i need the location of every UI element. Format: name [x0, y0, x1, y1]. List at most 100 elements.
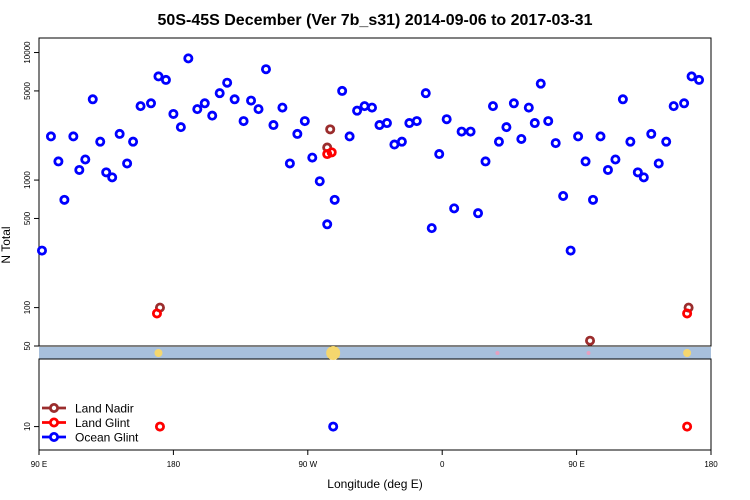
data-point-ocean-glint [558, 191, 569, 202]
data-point-ocean-glint [434, 149, 445, 160]
data-point-ocean-glint [107, 172, 118, 183]
y-tick-label: 500 [23, 211, 32, 225]
data-point-ocean-glint [299, 116, 310, 127]
data-point-ocean-glint [95, 136, 106, 147]
data-point-ocean-glint [284, 158, 295, 169]
data-point-ocean-glint [679, 98, 690, 109]
data-point-ocean-glint [632, 167, 643, 178]
data-point-ocean-glint [160, 74, 171, 85]
x-tick-label: 90 W [298, 460, 317, 469]
data-point-ocean-glint [595, 131, 606, 142]
data-point-ocean-glint [253, 104, 264, 115]
x-tick-label: 0 [440, 460, 445, 469]
data-point-ocean-glint [328, 421, 339, 432]
data-point-ocean-glint [565, 245, 576, 256]
data-point-land-nadir [585, 335, 596, 346]
data-point-ocean-glint [128, 136, 139, 147]
data-point-ocean-glint [59, 194, 70, 205]
data-point-ocean-glint [529, 118, 540, 129]
data-point-ocean-glint [602, 164, 613, 175]
data-point-ocean-glint [314, 176, 325, 187]
y-tick-label: 50 [23, 341, 32, 350]
data-point-ocean-glint [638, 172, 649, 183]
legend-marker [49, 402, 60, 413]
data-point-ocean-glint [441, 114, 452, 125]
x-tick-label: 180 [167, 460, 181, 469]
data-point-ocean-glint [686, 71, 697, 82]
data-point-ocean-glint [523, 102, 534, 113]
coverage-band [39, 347, 711, 359]
data-point-ocean-glint [101, 167, 112, 178]
data-point-ocean-glint [610, 154, 621, 165]
y-tick-label: 100 [23, 300, 32, 314]
data-point-ocean-glint [550, 138, 561, 149]
data-point-ocean-glint [411, 116, 422, 127]
data-point-ocean-glint [653, 158, 664, 169]
x-axis-label: Longitude (deg E) [327, 477, 422, 491]
x-tick-label: 90 E [568, 460, 584, 469]
data-point-ocean-glint [508, 98, 519, 109]
data-point-ocean-glint [352, 105, 363, 116]
data-point-ocean-glint [535, 78, 546, 89]
y-tick-label: 10 [23, 422, 32, 431]
data-point-ocean-glint [114, 128, 125, 139]
data-point-ocean-glint [329, 194, 340, 205]
data-point-ocean-glint [337, 85, 348, 96]
data-point-ocean-glint [207, 110, 218, 121]
data-point-ocean-glint [573, 131, 584, 142]
data-point-ocean-glint [260, 64, 271, 75]
legend-label: Ocean Glint [75, 431, 139, 445]
band-marker [586, 351, 591, 355]
data-point-ocean-glint [307, 152, 318, 163]
data-point-ocean-glint [480, 156, 491, 167]
top-panel-frame [38, 37, 712, 347]
data-point-ocean-glint [214, 88, 225, 99]
data-point-land-glint [151, 308, 162, 319]
x-tick-label: 180 [704, 460, 718, 469]
data-points [36, 53, 705, 432]
data-point-ocean-glint [646, 128, 657, 139]
data-point-ocean-glint [322, 219, 333, 230]
data-point-ocean-glint [122, 158, 133, 169]
data-point-ocean-glint [229, 94, 240, 105]
band-marker [154, 349, 163, 357]
data-point-ocean-glint [501, 122, 512, 133]
bottom-panel-frame [38, 358, 712, 451]
data-point-land-glint [682, 421, 693, 432]
x-axis: 90 E 180 90 W 0 90 E 180 [31, 450, 718, 469]
data-point-ocean-glint [381, 118, 392, 129]
data-point-ocean-glint [543, 116, 554, 127]
data-point-ocean-glint [238, 116, 249, 127]
bottom-panel [38, 346, 712, 451]
data-point-ocean-glint [580, 156, 591, 167]
data-point-ocean-glint [359, 101, 370, 112]
data-point-ocean-glint [426, 223, 437, 234]
band-marker [683, 349, 692, 357]
data-point-ocean-glint [473, 208, 484, 219]
legend-label: Land Glint [75, 416, 130, 430]
data-point-land-nadir [325, 124, 336, 135]
data-point-ocean-glint [516, 133, 527, 144]
data-point-ocean-glint [153, 71, 164, 82]
legend-marker [49, 417, 60, 428]
y-axis: 50 100 500 1000 5000 10000 10 [23, 41, 39, 431]
data-point-ocean-glint [617, 94, 628, 105]
legend-label: Land Nadir [75, 402, 134, 416]
band-marker [495, 351, 500, 355]
data-point-ocean-glint [80, 154, 91, 165]
data-point-ocean-glint [135, 101, 146, 112]
top-panel [38, 37, 712, 347]
data-point-ocean-glint [344, 131, 355, 142]
data-point-ocean-glint [45, 131, 56, 142]
data-point-ocean-glint [668, 101, 679, 112]
data-point-ocean-glint [222, 77, 233, 88]
data-point-ocean-glint [168, 108, 179, 119]
data-point-ocean-glint [487, 101, 498, 112]
data-point-ocean-glint [588, 194, 599, 205]
data-point-ocean-glint [465, 126, 476, 137]
data-point-land-glint [326, 147, 337, 158]
data-point-ocean-glint [268, 120, 279, 131]
data-point-ocean-glint [625, 136, 636, 147]
data-point-ocean-glint [367, 102, 378, 113]
